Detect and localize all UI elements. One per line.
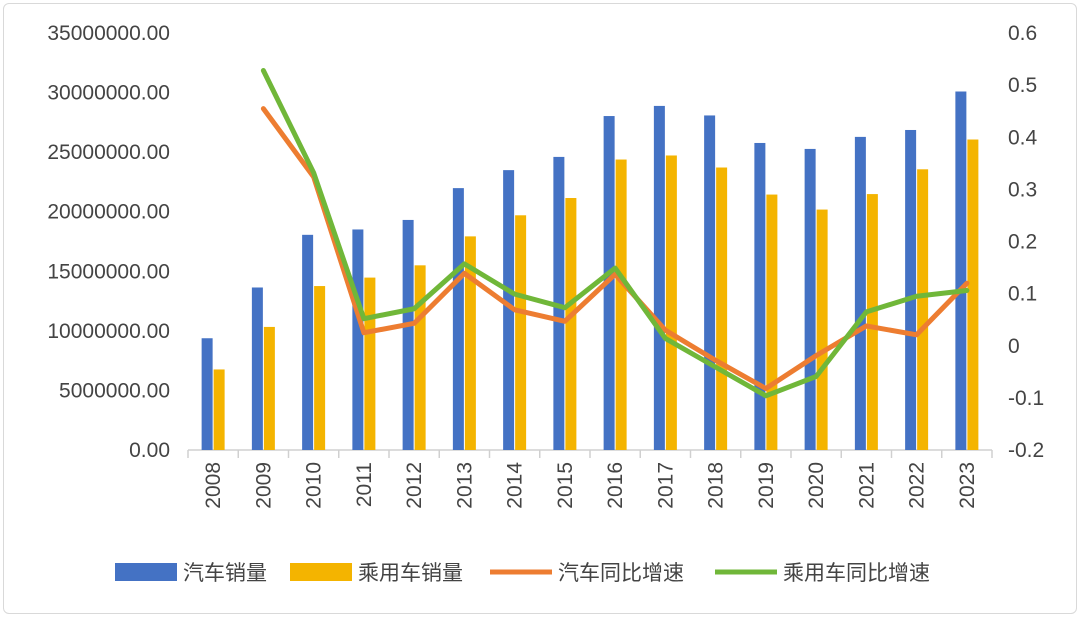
bar	[503, 170, 515, 450]
legend-swatch	[290, 563, 352, 581]
bar	[716, 167, 728, 451]
x-tick-label: 2016	[604, 462, 627, 509]
y-right-tick-label: 0.5	[1008, 74, 1037, 97]
y-left-tick-label: 35000000.00	[47, 22, 170, 45]
bar	[352, 229, 364, 450]
bar	[854, 136, 866, 450]
bar	[201, 338, 213, 450]
bar	[905, 129, 917, 450]
x-tick-label: 2008	[202, 462, 225, 509]
x-tick-label: 2020	[805, 462, 828, 509]
y-right-tick-label: -0.1	[1008, 387, 1044, 410]
bar	[866, 194, 878, 450]
y-left-tick-label: 20000000.00	[47, 201, 170, 224]
bar	[565, 198, 577, 450]
x-tick-label: 2010	[303, 462, 326, 509]
bar	[967, 139, 979, 450]
bar	[314, 286, 326, 450]
legend-swatch	[115, 563, 177, 581]
y-right-tick-label: 0.6	[1008, 22, 1037, 45]
y-left-tick-label: 30000000.00	[47, 82, 170, 105]
x-tick-label: 2022	[906, 462, 929, 509]
bar	[464, 236, 476, 450]
bar	[515, 215, 527, 450]
line-series	[260, 68, 970, 399]
bar	[364, 277, 376, 450]
x-tick-label: 2018	[705, 462, 728, 509]
y-right-tick-label: 0	[1008, 335, 1020, 358]
bar	[263, 326, 275, 450]
bar	[955, 91, 967, 450]
bar	[665, 155, 677, 450]
legend-label: 乘用车同比增速	[783, 561, 930, 585]
bar	[452, 188, 464, 450]
bar	[704, 115, 716, 451]
x-tick-label: 2014	[504, 462, 527, 509]
x-tick-label: 2013	[453, 462, 476, 509]
x-tick-label: 2015	[554, 462, 577, 509]
y-left-tick-label: 10000000.00	[47, 320, 170, 343]
y-left-tick-label: 15000000.00	[47, 260, 170, 283]
y-right-tick-label: 0.4	[1008, 126, 1038, 149]
y-right-tick-label: -0.2	[1008, 439, 1044, 462]
x-tick-label: 2019	[755, 462, 778, 509]
y-left-tick-label: 5000000.00	[59, 379, 170, 402]
bar	[804, 148, 816, 450]
chart-frame	[3, 3, 1077, 614]
legend-label: 汽车同比增速	[558, 561, 684, 585]
y-left-tick-label: 25000000.00	[47, 141, 170, 164]
y-left-tick-label: 0.00	[129, 439, 170, 462]
bar	[766, 194, 778, 450]
x-tick-label: 2012	[403, 462, 426, 509]
bar	[615, 159, 627, 450]
bar	[754, 142, 766, 450]
bar	[553, 156, 565, 450]
x-tick-label: 2009	[252, 462, 275, 509]
axes: 2008 2009 2010 2011 2012 2013 2014 2015 2016 2017…	[47, 22, 1044, 509]
x-tick-label: 2021	[855, 462, 878, 509]
legend-label: 汽车销量	[183, 561, 267, 585]
bar	[653, 105, 665, 450]
bar	[402, 219, 414, 450]
bar	[816, 209, 828, 450]
bar	[414, 265, 426, 450]
y-right-tick-label: 0.1	[1008, 283, 1037, 306]
bar	[213, 369, 225, 450]
series-line	[260, 68, 970, 399]
x-tick-label: 2011	[353, 462, 376, 507]
y-right-tick-label: 0.2	[1008, 231, 1037, 254]
y-right-tick-label: 0.3	[1008, 178, 1037, 201]
bar	[302, 234, 314, 450]
bar	[251, 287, 263, 450]
x-tick-label: 2017	[654, 462, 677, 509]
bar	[917, 169, 929, 450]
bar-series	[201, 91, 979, 451]
legend-label: 乘用车销量	[358, 561, 463, 585]
legend: 汽车销量 乘用车销量 汽车同比增速 乘用车同比增速	[115, 561, 930, 585]
x-tick-label: 2023	[956, 462, 979, 509]
